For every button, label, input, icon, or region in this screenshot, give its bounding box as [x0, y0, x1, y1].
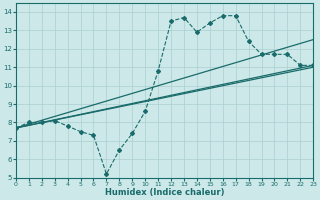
- X-axis label: Humidex (Indice chaleur): Humidex (Indice chaleur): [105, 188, 224, 197]
